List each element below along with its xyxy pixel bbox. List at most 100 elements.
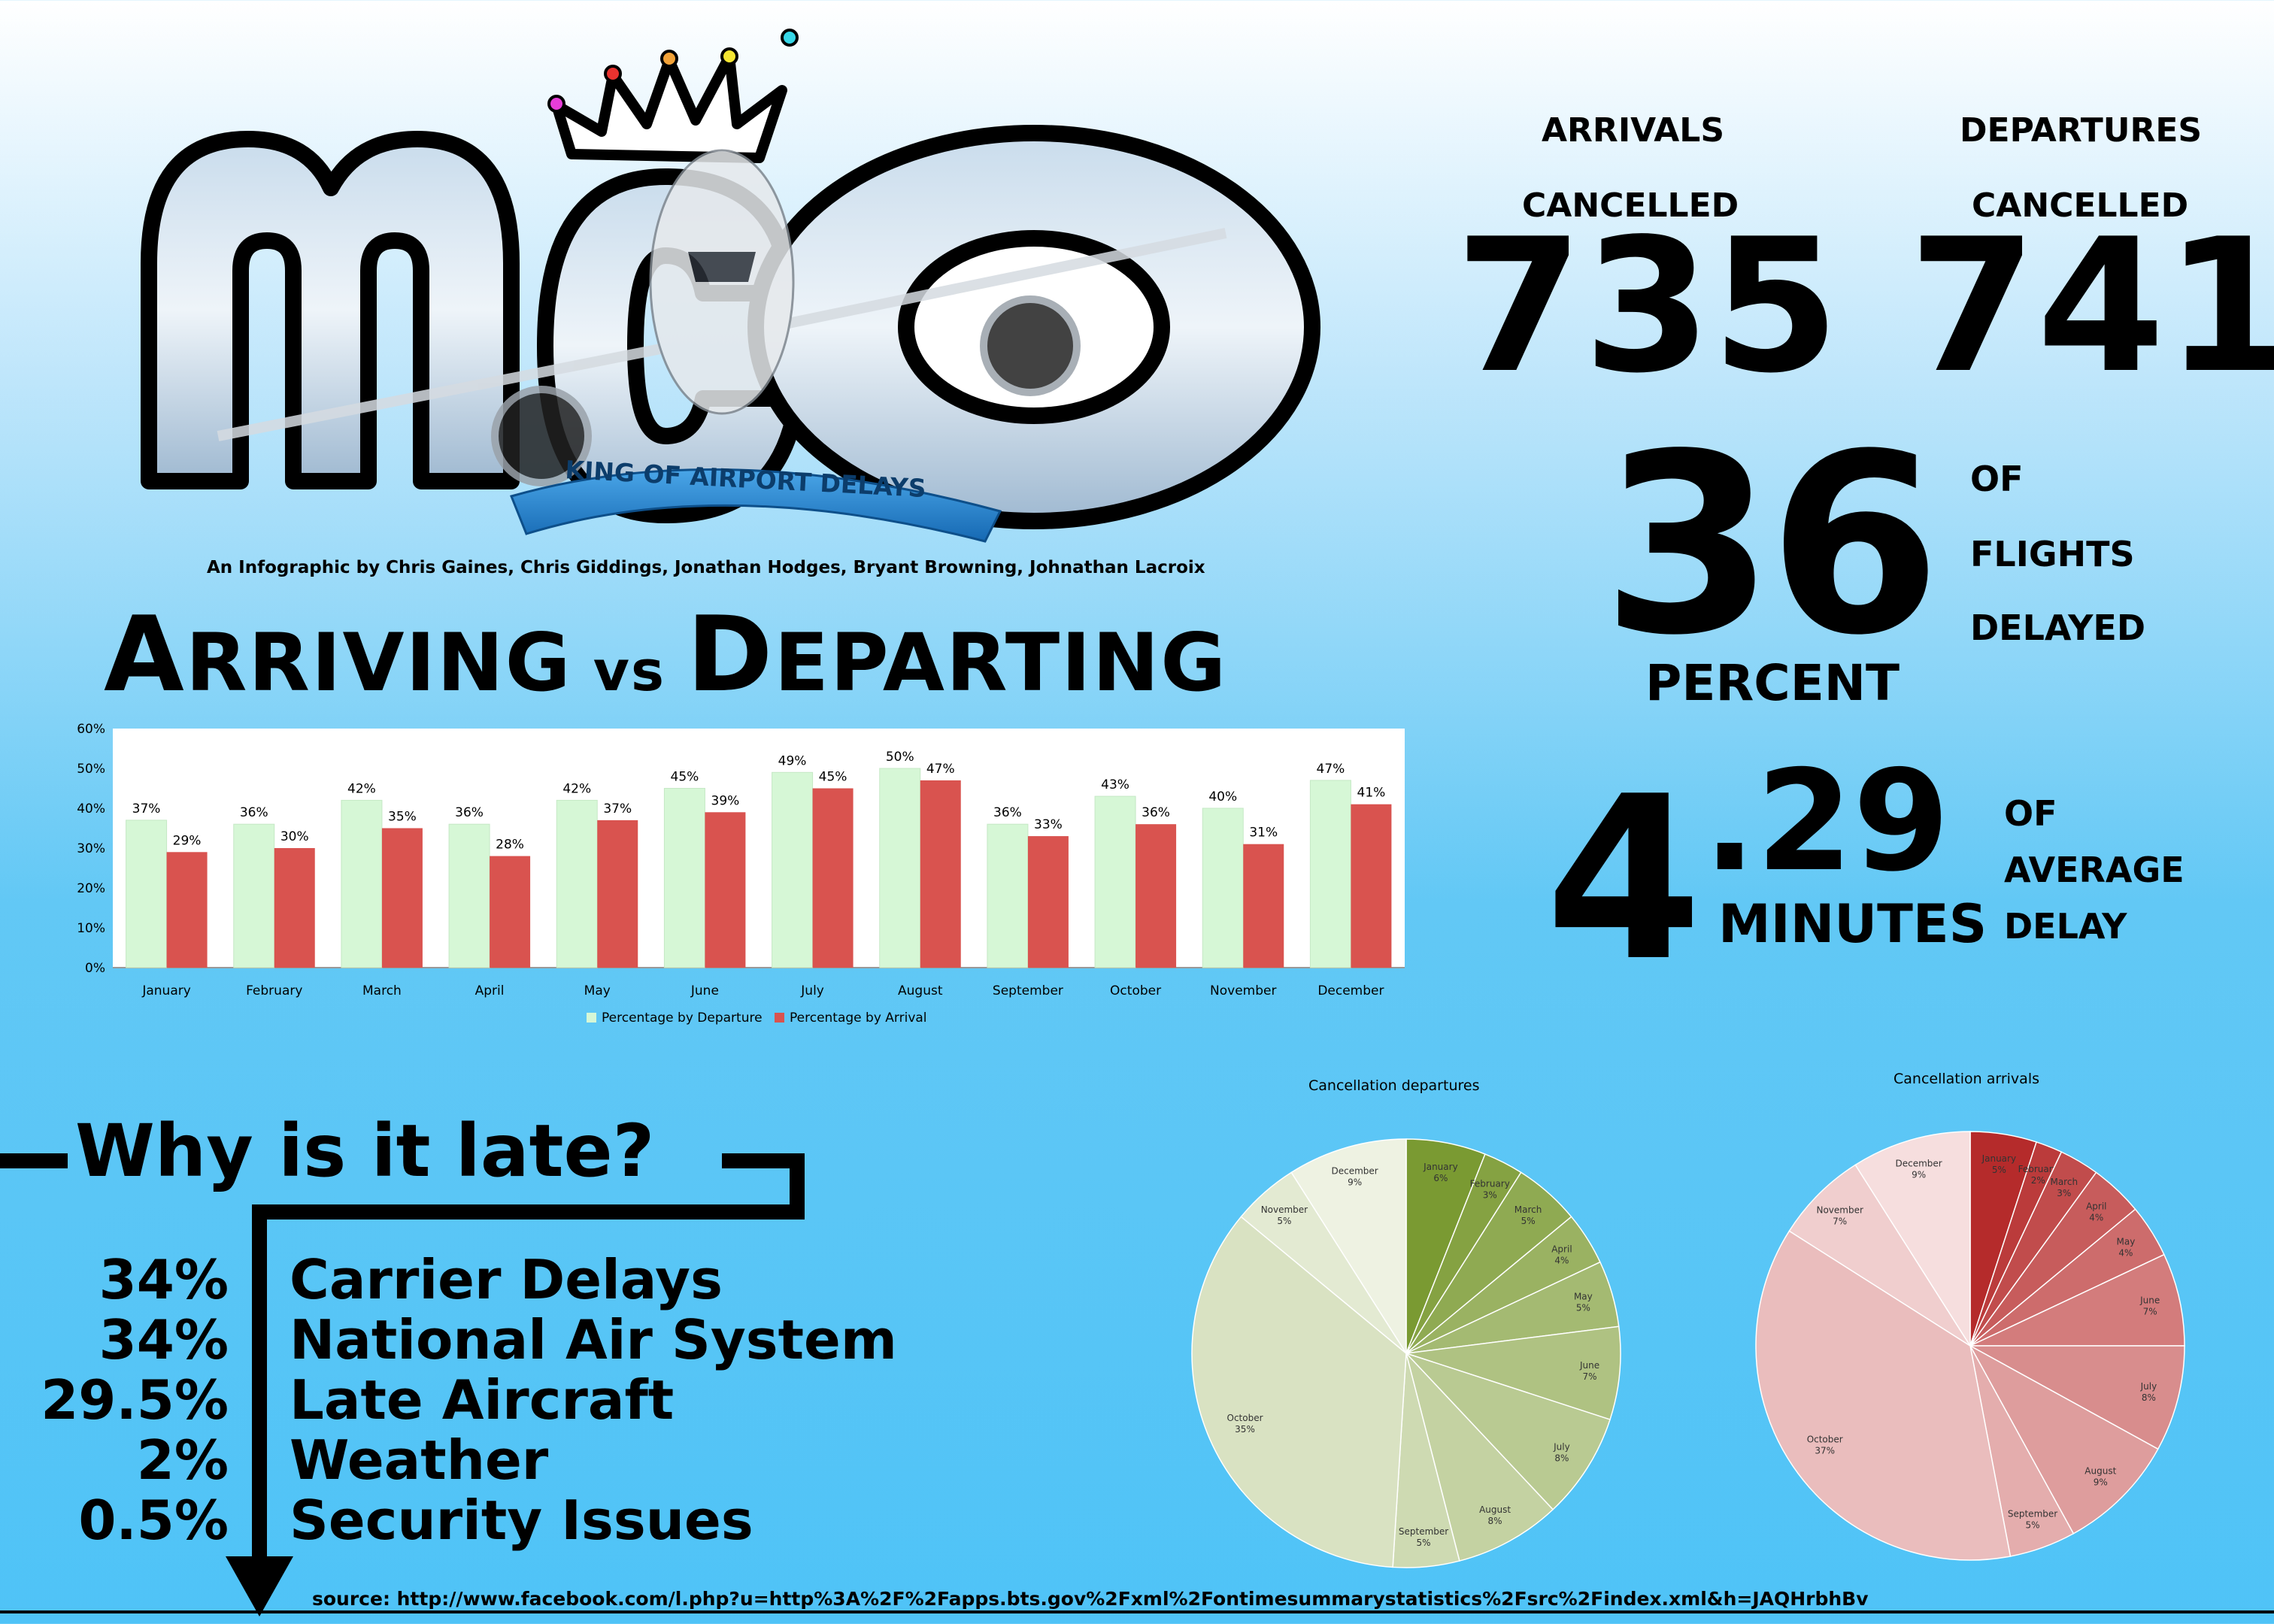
pie-departures-slice-label: June: [1579, 1360, 1599, 1371]
bar-data-label: 36%: [455, 805, 484, 820]
pie-departures-slice-label: July: [1553, 1441, 1570, 1452]
pie-arrivals-slice: [1854, 1131, 1971, 1348]
delayed-flights-label: FLIGHTS: [1970, 534, 2135, 574]
bar-data-label: 35%: [388, 810, 417, 825]
reason-label: Weather: [290, 1429, 549, 1492]
pie-departures-slice-value: 6%: [1433, 1173, 1448, 1183]
pie-arrivals-slice-value: 5%: [1992, 1165, 2006, 1175]
bar-arrival: [1351, 804, 1392, 968]
bar-departure: [448, 823, 490, 968]
bar-data-label: 45%: [819, 770, 847, 785]
pie-departures-slice-value: 35%: [1235, 1424, 1255, 1435]
source-line: source: http://www.facebook.com/l.php?u=…: [312, 1588, 1869, 1610]
avg-delay-unit: MINUTES: [1718, 893, 1987, 955]
avg-of-label: OF: [2004, 793, 2057, 834]
pie-arrivals-slice-label: December: [1896, 1159, 1942, 1169]
bar-departure: [879, 768, 921, 968]
bar-plot-area: [113, 729, 1405, 968]
pie-departures-slice-value: 4%: [1554, 1256, 1569, 1266]
bar-data-label: 36%: [240, 805, 268, 820]
reason-percent: 29.5%: [41, 1368, 229, 1432]
pie-departures-slice: [1290, 1138, 1407, 1356]
pie-arrivals-slice-label: March: [2050, 1177, 2078, 1187]
pie-departures-title: Cancellation departures: [1308, 1077, 1480, 1094]
x-tick-label: May: [584, 983, 611, 998]
bar-arrival: [920, 780, 961, 968]
delayed-of-label: OF: [1970, 459, 2024, 499]
bar-departure: [987, 823, 1029, 968]
bottom-rule: [0, 1610, 2274, 1613]
y-tick-label: 60%: [77, 722, 105, 737]
bar-arrival: [1027, 836, 1069, 968]
delayed-percent-value: 36: [1602, 401, 1941, 689]
pie-departures-slice-label: March: [1514, 1204, 1542, 1215]
pie-arrivals-title: Cancellation arrivals: [1893, 1071, 2039, 1087]
bar-arrival: [274, 848, 315, 968]
pie-departures-slice-label: December: [1332, 1166, 1378, 1177]
bar-arrival: [705, 812, 746, 968]
pie-departures-slice: [1405, 1326, 1621, 1421]
avg-delay-label: DELAY: [2004, 906, 2127, 947]
bar-arrival: [597, 820, 638, 968]
bar-departure: [1094, 795, 1136, 968]
bar-departure: [126, 820, 168, 968]
bar-arrival: [1243, 844, 1284, 968]
x-tick-label: August: [898, 983, 943, 998]
mco-logo: KING OF AIRPORT DELAYS: [141, 29, 1320, 543]
departures-cancelled-value: 741: [1909, 199, 2274, 414]
pie-departures-slice-label: April: [1551, 1244, 1572, 1255]
bar-data-label: 36%: [1142, 805, 1170, 820]
y-tick-label: 50%: [77, 762, 105, 777]
pie-departures-slice: [1405, 1353, 1554, 1562]
crown-icon: [547, 29, 799, 163]
bar-departure: [772, 771, 814, 968]
title-vs: vs: [593, 639, 666, 704]
legend-label: Percentage by Arrival: [790, 1010, 927, 1026]
bar-departure: [1309, 780, 1351, 968]
reason-percent: 34%: [99, 1248, 229, 1311]
bar-data-label: 37%: [603, 801, 632, 817]
legend-swatch: [587, 1013, 596, 1023]
bar-departure: [663, 788, 705, 968]
bar-arrival: [812, 788, 854, 968]
bar-data-label: 47%: [926, 762, 955, 777]
pie-departures-slice-label: February: [1470, 1179, 1510, 1189]
legend-label: Percentage by Departure: [602, 1010, 763, 1026]
y-tick-label: 20%: [77, 881, 105, 896]
pie-departures-slice-label: November: [1261, 1204, 1308, 1215]
delayed-percent-unit: PERCENT: [1645, 654, 1900, 712]
arrivals-cancelled-value: 735: [1455, 199, 1840, 414]
pie-arrivals-slice: [1969, 1345, 2185, 1450]
pie-arrivals-slice-value: 5%: [2026, 1520, 2040, 1531]
pie-arrivals-slice-value: 7%: [2143, 1307, 2157, 1317]
bar-data-label: 31%: [1249, 826, 1278, 841]
bar-data-label: 39%: [711, 793, 740, 808]
bar-departure: [341, 799, 383, 968]
bar-data-label: 45%: [671, 770, 699, 785]
page-title: ARRIVING vs DEPARTING: [104, 594, 1227, 715]
bar-departure: [1202, 807, 1244, 968]
x-tick-label: April: [475, 983, 505, 998]
bar-arrival: [381, 828, 423, 968]
bar-data-label: 42%: [347, 781, 376, 796]
x-tick-label: October: [1110, 983, 1161, 998]
reason-percent: 34%: [99, 1308, 229, 1371]
pie-departures-slice-value: 8%: [1554, 1453, 1569, 1463]
pie-arrivals-slice-value: 2%: [2031, 1175, 2045, 1186]
pie-departures-slice-label: October: [1227, 1413, 1263, 1423]
pie-arrivals-slice-value: 4%: [2089, 1212, 2103, 1223]
pie-arrivals-slice-label: February: [2018, 1164, 2058, 1174]
bar-data-label: 50%: [886, 750, 914, 765]
x-tick-label: January: [141, 983, 190, 998]
pie-arrivals-slice: [1755, 1230, 2012, 1561]
x-tick-label: September: [993, 983, 1063, 998]
bar-data-label: 40%: [1208, 789, 1237, 804]
bar-data-label: 47%: [1317, 762, 1345, 777]
reason-label: National Air System: [290, 1308, 897, 1371]
bar-data-label: 42%: [562, 781, 591, 796]
bar-data-label: 29%: [173, 833, 202, 848]
reason-percent: 2%: [136, 1429, 229, 1492]
bar-data-label: 30%: [280, 829, 309, 844]
title-arriving: ARRIVING: [104, 594, 572, 715]
